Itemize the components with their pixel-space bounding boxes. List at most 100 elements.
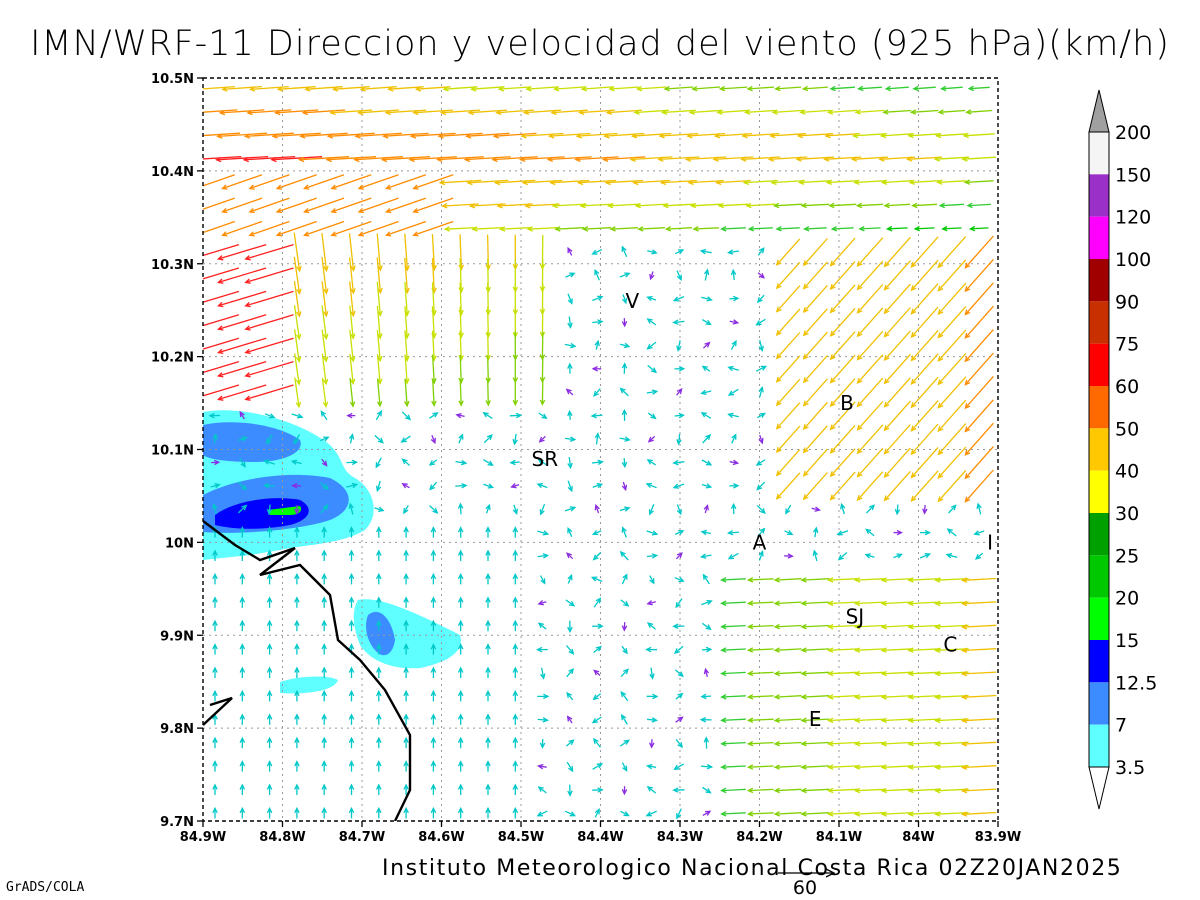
colorbar-label: 15 <box>1115 630 1139 652</box>
wind-vector <box>879 156 916 160</box>
wind-vector <box>962 741 997 745</box>
wind-vector <box>911 109 939 113</box>
wind-vector-head <box>266 508 273 516</box>
wind-vector-head <box>550 109 557 116</box>
wind-vector-head <box>720 717 727 723</box>
wind-vector-head <box>595 645 602 652</box>
wind-vector <box>349 378 354 407</box>
wind-vector-head <box>824 132 831 139</box>
wind-vector <box>828 765 858 768</box>
wind-vector-head <box>907 764 914 770</box>
wind-vector-head <box>706 296 713 302</box>
wind-vector <box>293 329 300 362</box>
wind-vector <box>293 305 300 339</box>
wind-vector <box>294 377 300 407</box>
wind-vector-head <box>812 526 819 533</box>
wind-vector-head <box>621 408 628 416</box>
wind-vector <box>908 741 941 745</box>
wind-vector-head <box>486 434 493 441</box>
wind-vector <box>701 600 712 606</box>
wind-vector <box>855 648 886 651</box>
wind-vector-head <box>191 373 196 377</box>
wind-vector-head <box>430 806 437 814</box>
wind-vector-head <box>717 202 724 209</box>
wind-vector <box>580 203 614 207</box>
wind-vector <box>634 109 669 114</box>
wind-vector <box>607 109 642 114</box>
wind-vector <box>673 461 685 464</box>
wind-vector-head <box>537 622 545 629</box>
wind-vector-head <box>212 760 218 767</box>
colorbar-label: 75 <box>1115 334 1139 356</box>
wind-vector <box>728 250 739 254</box>
city-label-c: C <box>943 633 957 657</box>
wind-vector <box>776 261 801 289</box>
wind-vector <box>855 741 886 745</box>
wind-vector-head <box>910 472 917 479</box>
wind-vector <box>620 668 629 678</box>
wind-vector-head <box>758 386 764 393</box>
wind-vector-head <box>934 717 941 724</box>
wind-vector <box>431 282 435 315</box>
wind-vector-head <box>191 279 196 283</box>
wind-vector-head <box>590 412 597 419</box>
wind-vector-head <box>384 109 391 116</box>
wind-vector-head <box>883 425 890 432</box>
wind-vector <box>564 437 575 441</box>
wind-vector-head <box>403 596 409 603</box>
wind-vector-head <box>760 365 768 371</box>
wind-vector-head <box>633 109 640 116</box>
wind-vector <box>908 648 941 652</box>
wind-vector <box>884 307 911 337</box>
wind-vector <box>320 411 328 421</box>
wind-vector-head <box>241 436 248 442</box>
wind-vector-head <box>348 806 355 814</box>
wind-vector-head <box>430 713 437 720</box>
shade-12.5 <box>215 498 309 529</box>
wind-vector <box>203 174 236 187</box>
wind-vector-head <box>221 86 228 92</box>
wind-vector <box>803 378 828 406</box>
wind-vector <box>775 671 802 675</box>
wind-vector-head <box>565 388 572 395</box>
wind-vector-head <box>883 495 890 502</box>
wind-vector <box>304 220 345 236</box>
wind-vector <box>940 203 965 207</box>
wind-vector-head <box>294 689 300 697</box>
wind-vector-head <box>880 670 887 677</box>
wind-vector <box>216 155 269 161</box>
wind-vector-head <box>403 760 409 767</box>
wind-vector-head <box>733 295 740 302</box>
wind-vector-head <box>591 717 599 724</box>
wind-vector-head <box>574 156 581 163</box>
wind-vector <box>882 601 913 605</box>
wind-vector <box>222 220 263 236</box>
wind-vector <box>838 552 848 560</box>
wind-vector-head <box>376 619 382 626</box>
wind-vector <box>908 788 941 792</box>
wind-vector-head <box>960 717 968 724</box>
wind-vector <box>721 812 746 815</box>
wind-vector <box>564 343 576 348</box>
wind-vector-head <box>770 179 777 186</box>
wind-vector <box>555 227 585 230</box>
wind-vector-head <box>720 811 727 817</box>
wind-vector <box>701 695 712 698</box>
wind-vector <box>592 320 603 324</box>
wind-vector <box>828 812 858 815</box>
wind-vector-head <box>239 783 246 790</box>
wind-vector-head <box>457 760 464 767</box>
wind-vector-head <box>266 526 273 533</box>
wind-vector-head <box>244 395 251 401</box>
wind-vector-head <box>621 484 628 492</box>
colorbar-bottom-arrow <box>1088 766 1110 810</box>
wind-vector-head <box>457 619 464 626</box>
wind-vector <box>637 86 667 90</box>
wind-vector-head <box>578 109 585 116</box>
wind-vector-head <box>512 736 519 743</box>
wind-vector-head <box>907 694 914 700</box>
wind-vector-head <box>515 412 523 419</box>
wind-vector-head <box>648 509 654 516</box>
wind-vector <box>360 86 397 90</box>
wind-vector <box>830 86 855 90</box>
